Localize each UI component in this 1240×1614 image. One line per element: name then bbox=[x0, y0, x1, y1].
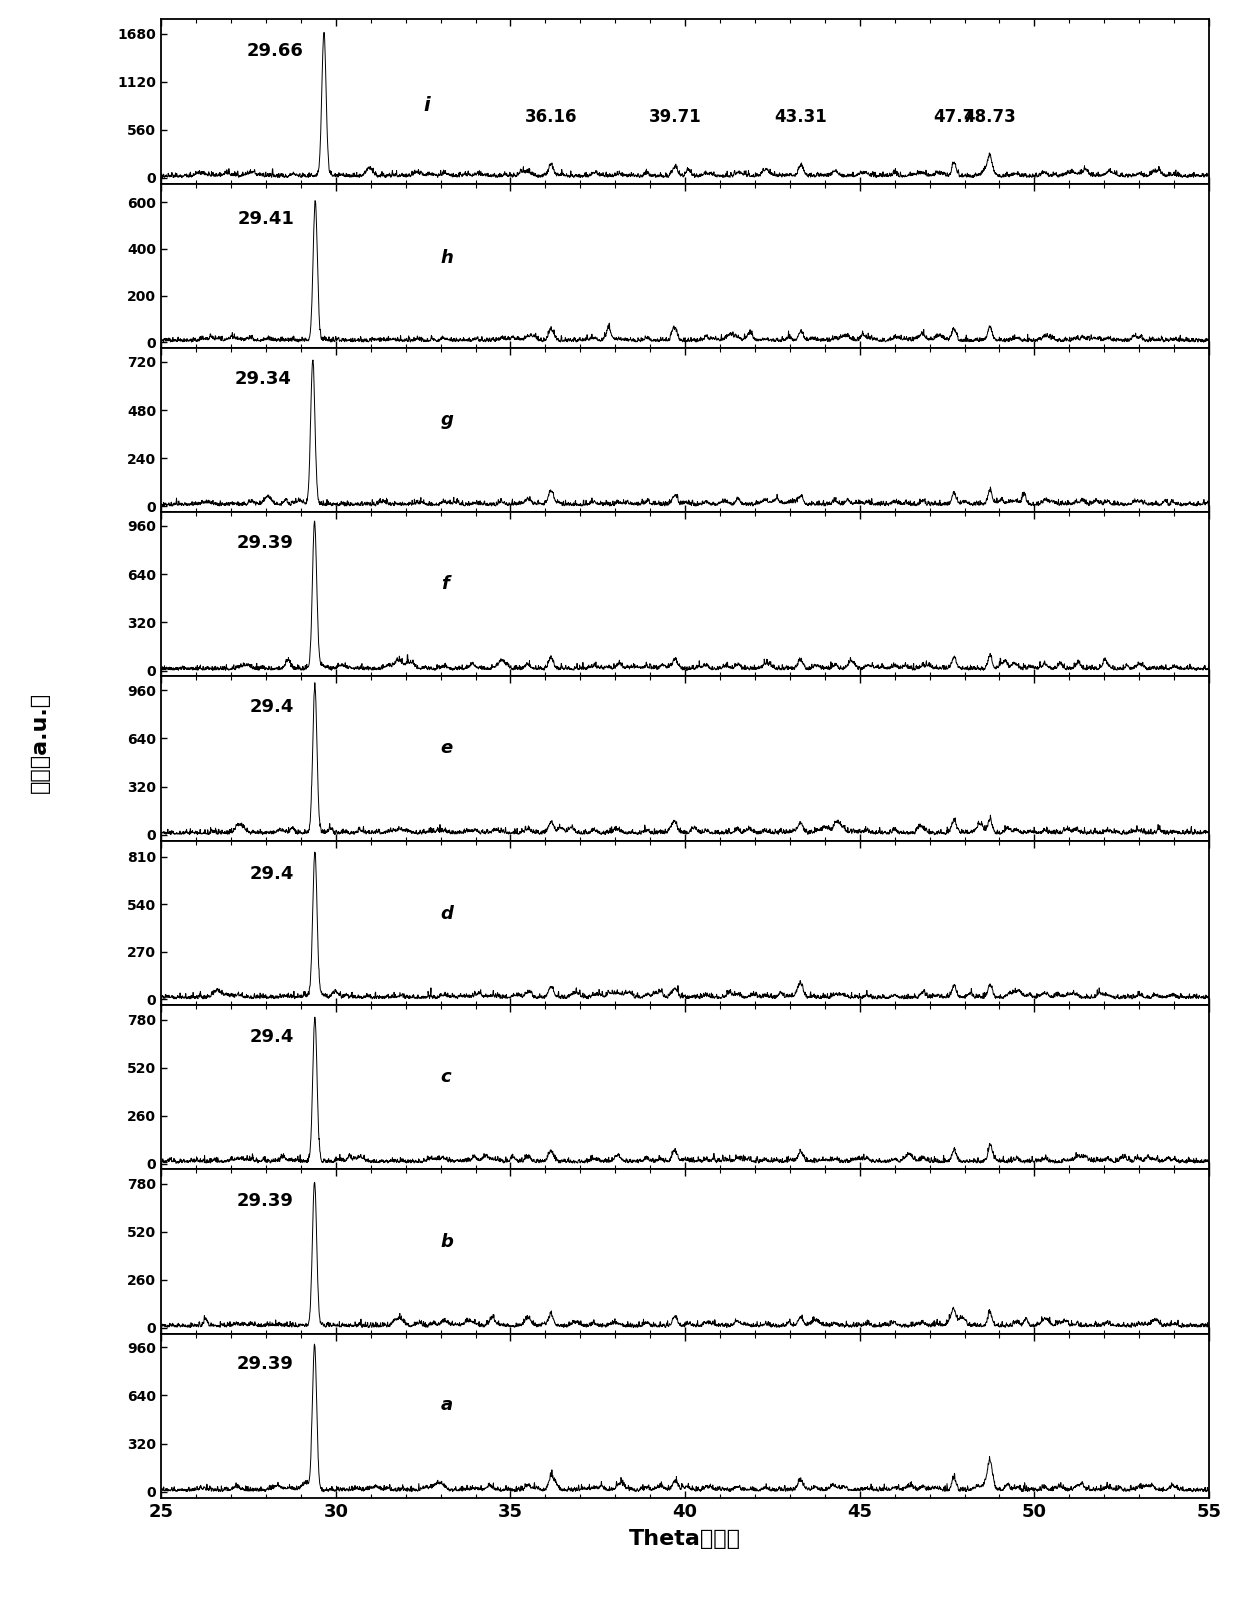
Text: e: e bbox=[440, 739, 453, 757]
Text: 29.39: 29.39 bbox=[237, 534, 294, 552]
Text: 39.71: 39.71 bbox=[649, 108, 702, 126]
Text: h: h bbox=[440, 249, 454, 268]
Text: 强度（a.u.）: 强度（a.u.） bbox=[30, 692, 50, 792]
Text: a: a bbox=[440, 1396, 453, 1414]
Text: 29.4: 29.4 bbox=[249, 699, 294, 717]
Text: 29.39: 29.39 bbox=[237, 1356, 294, 1374]
Text: 29.34: 29.34 bbox=[234, 370, 291, 389]
Text: 29.41: 29.41 bbox=[237, 210, 294, 228]
Text: 29.66: 29.66 bbox=[246, 42, 303, 60]
Text: g: g bbox=[440, 410, 454, 429]
Text: c: c bbox=[440, 1068, 451, 1086]
Text: 29.39: 29.39 bbox=[237, 1193, 294, 1210]
Text: 48.73: 48.73 bbox=[963, 108, 1017, 126]
Text: d: d bbox=[440, 905, 454, 923]
Text: 43.31: 43.31 bbox=[774, 108, 827, 126]
Text: 29.4: 29.4 bbox=[249, 865, 294, 883]
Text: f: f bbox=[440, 575, 449, 592]
Text: 36.16: 36.16 bbox=[525, 108, 578, 126]
Text: i: i bbox=[423, 97, 430, 116]
X-axis label: Theta（度）: Theta（度） bbox=[629, 1528, 742, 1549]
Text: 29.4: 29.4 bbox=[249, 1028, 294, 1046]
Text: b: b bbox=[440, 1233, 454, 1251]
Text: 47.7: 47.7 bbox=[934, 108, 975, 126]
